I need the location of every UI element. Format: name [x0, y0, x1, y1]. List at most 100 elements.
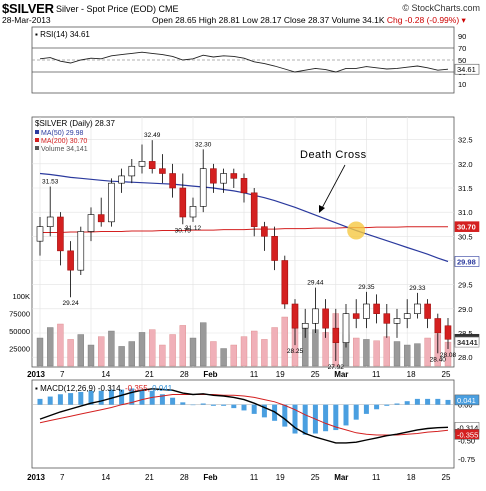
macd-histogram-bar [170, 397, 176, 405]
ma200-value-tag: 30.70 [454, 221, 480, 232]
legend-label: MA(200) 30.70 [41, 138, 87, 145]
macd-histogram-bar [108, 389, 114, 405]
candle [46, 186, 54, 237]
macd-label-prefix: MACD(12,26,9) [40, 384, 96, 393]
candlesticks [36, 140, 452, 362]
legend-swatch [35, 130, 39, 134]
price-value-label: 29.33 [409, 285, 426, 292]
volume-bar [169, 334, 176, 367]
candle [97, 197, 105, 227]
volume-bar [67, 339, 74, 367]
ma200-line [40, 226, 448, 233]
volume-bar [261, 339, 268, 367]
volume-bar [383, 336, 390, 367]
volume-bar [128, 341, 136, 367]
stockcharts-logo: © StockCharts.com [402, 3, 480, 13]
candle [312, 287, 319, 333]
death-cross-highlight [347, 221, 366, 240]
candle [414, 292, 421, 319]
candle [230, 168, 238, 188]
macd-histogram-bar [445, 399, 451, 405]
symbol-title: $SILVER [2, 1, 54, 16]
candle [179, 173, 187, 225]
candle-body [46, 216, 54, 227]
candle-body [301, 323, 309, 329]
price-value-label: 28.40 [430, 356, 447, 363]
death-cross-arrowhead [319, 205, 325, 213]
x-axis-label: Feb [203, 370, 217, 379]
macd-signal-line [39, 394, 449, 436]
candle [210, 163, 217, 193]
volume-bar [118, 346, 125, 367]
candle [77, 226, 85, 275]
rsi-tick-label: 70 [458, 44, 466, 53]
candle [363, 291, 370, 329]
candle [118, 168, 125, 193]
price-panel-frame [31, 116, 455, 368]
rsi-tick-label: 50 [458, 56, 466, 65]
candle [128, 159, 136, 184]
price-tick-label: 32.5 [458, 136, 473, 145]
volume-bar [159, 344, 166, 367]
candle-body [250, 192, 258, 227]
x-axis-label: 21 [145, 473, 154, 482]
price-value-label: 27.92 [328, 364, 345, 371]
volume-bar [199, 322, 207, 367]
candle-body [128, 165, 136, 177]
volume-tick-labels: 100K 75000 50000 25000 [9, 292, 30, 354]
candle [383, 304, 391, 338]
candle-body [373, 303, 380, 314]
x-axis-label: Feb [203, 473, 217, 482]
volume-bar [189, 337, 197, 367]
legend-label: Volume 34,141 [41, 146, 88, 153]
volume-bar [424, 337, 431, 367]
x-axis-label: 14 [101, 473, 110, 482]
rsi-value-tag: 34.61 [454, 63, 480, 75]
candle [352, 299, 360, 329]
volume-value-tag-box [454, 336, 480, 348]
candle [67, 241, 74, 298]
candle-body [332, 327, 340, 343]
candle [220, 168, 227, 193]
volume-tick-label: 75000 [9, 310, 30, 319]
macd-histogram-bar [210, 404, 216, 406]
price-value-label: 32.49 [144, 132, 161, 139]
macd-histogram-bar [47, 396, 53, 405]
macd-histogram-bar [333, 404, 339, 431]
volume-bar [77, 334, 85, 367]
macd-histogram-bar [353, 404, 359, 420]
price-value-label: 29.44 [307, 280, 324, 287]
candle-body [220, 173, 227, 184]
macd-histogram-bar [363, 404, 369, 414]
volume-bar [210, 341, 217, 367]
macd-histogram-bar [159, 394, 165, 405]
volume-bar [393, 341, 401, 367]
price-tick-label: 31.5 [458, 184, 473, 193]
x-axis-label: 2013 [27, 473, 45, 482]
x-axis-label: 19 [276, 370, 285, 379]
x-axis-label: 11 [250, 370, 259, 379]
volume-bar [97, 336, 105, 367]
candle-body [230, 173, 238, 179]
volume-tick-label: 50000 [9, 327, 30, 336]
volume-bar [250, 330, 258, 367]
candle [444, 318, 452, 349]
macd-label: ▪ MACD(12,26,9) -0.314, -0.355, 0.041 [35, 384, 173, 393]
volume-bar [373, 340, 380, 367]
macd-histogram-bar [78, 391, 84, 405]
candle [281, 255, 289, 309]
macd-histogram-bar [98, 390, 104, 405]
macd-histogram-bar [261, 404, 267, 418]
x-axis-labels-top: 2013 7 14 21 28 Feb 11 19 25 Mar 11 18 25 [27, 370, 451, 379]
candle-body [434, 318, 442, 334]
x-axis-label: 25 [442, 370, 451, 379]
macd-histogram-bar [57, 394, 63, 405]
macd-tick-label: -0.50 [458, 437, 475, 446]
price-value-label: 28.25 [287, 348, 304, 355]
legend-label: MA(50) 29.98 [41, 130, 84, 137]
candle-body [148, 161, 156, 169]
rsi-value-tag-text: 34.61 [457, 65, 476, 74]
quote-line: Open 28.65 High 28.81 Low 28.17 Close 28… [152, 15, 466, 26]
volume-bar [148, 329, 156, 367]
price-tick-label: 32.0 [458, 160, 473, 169]
